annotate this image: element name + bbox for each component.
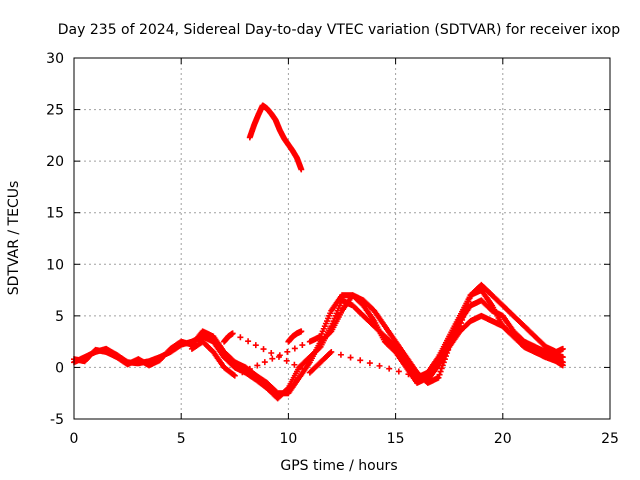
- data-point: [260, 346, 267, 353]
- data-point: [299, 342, 306, 349]
- data-point: [347, 354, 354, 361]
- data-point: [437, 368, 444, 375]
- x-axis-label: GPS time / hours: [280, 458, 397, 474]
- data-point: [327, 329, 334, 336]
- data-point: [465, 298, 472, 305]
- data-point: [395, 368, 402, 375]
- data-point: [366, 360, 373, 367]
- data-point: [284, 348, 291, 355]
- data-point: [229, 330, 236, 337]
- data-point: [457, 320, 464, 327]
- data-point: [435, 374, 442, 381]
- data-point: [463, 304, 470, 311]
- y-tick-label: 25: [46, 103, 64, 119]
- data-point: [559, 362, 566, 369]
- data-point: [230, 371, 237, 378]
- data-point: [299, 365, 306, 372]
- x-tick-label: 5: [177, 431, 186, 447]
- data-point: [459, 316, 466, 323]
- data-point: [252, 342, 259, 349]
- data-point: [415, 374, 422, 381]
- series-track-2: [71, 292, 566, 397]
- data-point: [337, 351, 344, 358]
- data-point: [269, 355, 276, 362]
- x-tick-label: 20: [494, 431, 512, 447]
- data-point: [239, 369, 246, 376]
- data-point: [231, 372, 238, 379]
- y-tick-label: -5: [50, 412, 64, 428]
- data-point: [291, 361, 298, 368]
- data-point: [328, 348, 335, 355]
- data-point: [246, 365, 253, 372]
- y-tick-label: 5: [55, 309, 64, 325]
- data-point: [261, 359, 268, 366]
- data-point: [456, 323, 463, 330]
- data-point: [405, 371, 412, 378]
- data-point: [438, 365, 445, 372]
- data-point: [461, 310, 468, 317]
- y-tick-label: 10: [46, 257, 64, 273]
- data-point: [466, 295, 473, 302]
- y-tick-label: 15: [46, 206, 64, 222]
- data-point: [386, 365, 393, 372]
- data-point: [436, 371, 443, 378]
- data-point: [283, 357, 290, 364]
- chart-title: Day 235 of 2024, Sidereal Day-to-day VTE…: [58, 22, 621, 38]
- series-track-4: [221, 312, 566, 383]
- data-point: [559, 354, 566, 361]
- data-point: [237, 334, 244, 341]
- series-track-upper: [246, 102, 305, 173]
- data-point: [268, 349, 275, 356]
- data-point: [460, 313, 467, 320]
- x-tick-label: 25: [601, 431, 619, 447]
- grid-lines: [74, 58, 610, 419]
- data-point: [559, 345, 566, 352]
- data-point: [327, 349, 334, 356]
- data-point: [376, 362, 383, 369]
- x-tick-label: 0: [70, 431, 79, 447]
- y-tick-label: 30: [46, 51, 64, 67]
- data-points: [71, 102, 566, 402]
- data-point: [357, 357, 364, 364]
- data-point: [291, 345, 298, 352]
- y-axis-label: SDTVAR / TECUs: [6, 181, 22, 296]
- data-point: [275, 353, 282, 360]
- data-point: [254, 362, 261, 369]
- data-point: [298, 328, 305, 335]
- data-point: [464, 301, 471, 308]
- plot-frame: [73, 57, 611, 420]
- x-tick-label: 10: [279, 431, 297, 447]
- data-point: [298, 166, 305, 173]
- data-point: [462, 307, 469, 314]
- data-point: [245, 338, 252, 345]
- y-tick-label: 20: [46, 154, 64, 170]
- series-track-mid: [285, 328, 305, 345]
- x-tick-label: 15: [387, 431, 405, 447]
- axis-ticks: 0 5 10 15 20 25 -5 0 5 10 15 20 25 30: [46, 51, 619, 447]
- y-tick-label: 0: [55, 360, 64, 376]
